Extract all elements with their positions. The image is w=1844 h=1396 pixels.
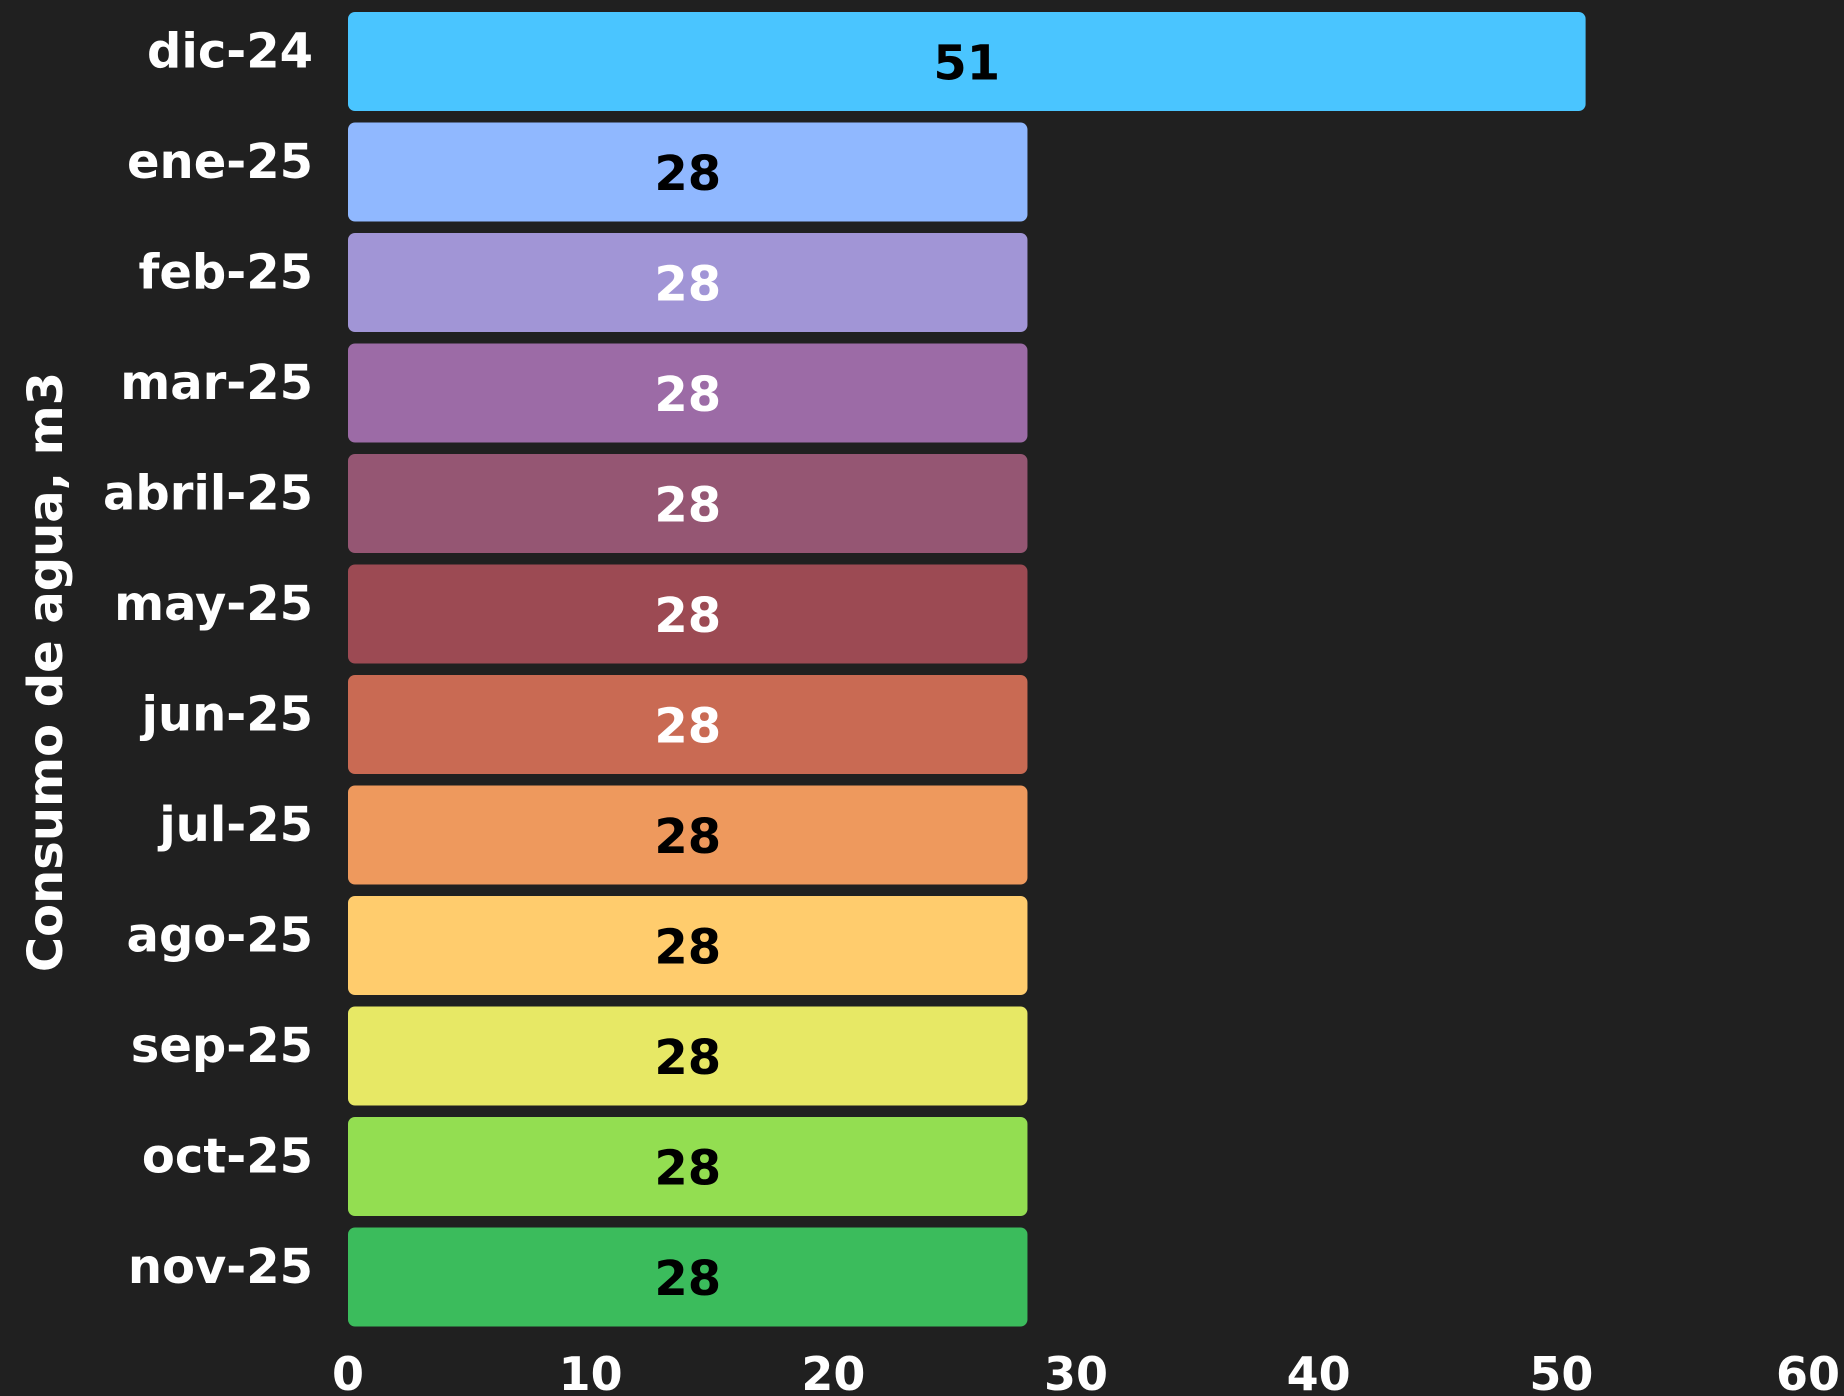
category-label-jul-25: jul-25 <box>157 797 313 853</box>
bar-nov-25 <box>348 1227 1028 1327</box>
category-label-feb-25: feb-25 <box>138 245 313 301</box>
x-tick-label-10: 10 <box>559 1347 623 1396</box>
bar-sep-25 <box>348 1006 1028 1106</box>
bar-jun-25 <box>348 675 1028 774</box>
value-label-sep-25: 28 <box>654 1030 721 1086</box>
x-tick-label-40: 40 <box>1287 1347 1351 1396</box>
bars-layer: 51 28 28 28 28 28 28 28 28 28 28 28 <box>348 12 1586 1327</box>
category-label-ene-25: ene-25 <box>127 134 313 190</box>
category-labels: dic-24 ene-25 feb-25 mar-25 abril-25 may-25 ju… <box>103 24 313 1296</box>
value-label-ago-25: 28 <box>654 920 721 976</box>
category-label-ago-25: ago-25 <box>127 908 313 964</box>
category-label-dic-24: dic-24 <box>147 24 313 80</box>
x-tick-label-60: 60 <box>1776 1347 1840 1396</box>
value-label-jun-25: 28 <box>654 699 721 755</box>
value-label-jul-25: 28 <box>654 809 721 865</box>
x-axis-ticks: 0 10 20 30 40 50 60 <box>332 1347 1840 1396</box>
bar-may-25 <box>348 564 1028 664</box>
value-label-mar-25: 28 <box>654 367 721 423</box>
category-label-mar-25: mar-25 <box>120 355 313 411</box>
value-label-oct-25: 28 <box>654 1141 721 1197</box>
value-label-abril-25: 28 <box>654 478 721 534</box>
x-tick-label-30: 30 <box>1044 1347 1108 1396</box>
bar-feb-25 <box>348 233 1028 332</box>
bar-mar-25 <box>348 343 1028 443</box>
bar-dic-24 <box>348 12 1586 111</box>
bar-oct-25 <box>348 1117 1028 1216</box>
y-axis-title: Consumo de agua, m3 <box>18 372 74 972</box>
category-label-jun-25: jun-25 <box>139 687 313 743</box>
x-tick-label-0: 0 <box>332 1347 364 1396</box>
bar-jul-25 <box>348 785 1028 885</box>
x-tick-label-50: 50 <box>1529 1347 1593 1396</box>
value-label-ene-25: 28 <box>654 146 721 202</box>
value-label-feb-25: 28 <box>654 257 721 313</box>
category-label-oct-25: oct-25 <box>142 1129 313 1185</box>
category-label-may-25: may-25 <box>114 576 313 632</box>
bar-abril-25 <box>348 454 1028 553</box>
bar-ago-25 <box>348 896 1028 995</box>
bar-ene-25 <box>348 122 1028 222</box>
category-label-nov-25: nov-25 <box>128 1239 313 1295</box>
value-label-dic-24: 51 <box>933 36 1000 92</box>
category-label-abril-25: abril-25 <box>103 466 313 522</box>
x-tick-label-20: 20 <box>801 1347 865 1396</box>
value-label-nov-25: 28 <box>654 1251 721 1307</box>
category-label-sep-25: sep-25 <box>131 1018 313 1074</box>
value-label-may-25: 28 <box>654 588 721 644</box>
